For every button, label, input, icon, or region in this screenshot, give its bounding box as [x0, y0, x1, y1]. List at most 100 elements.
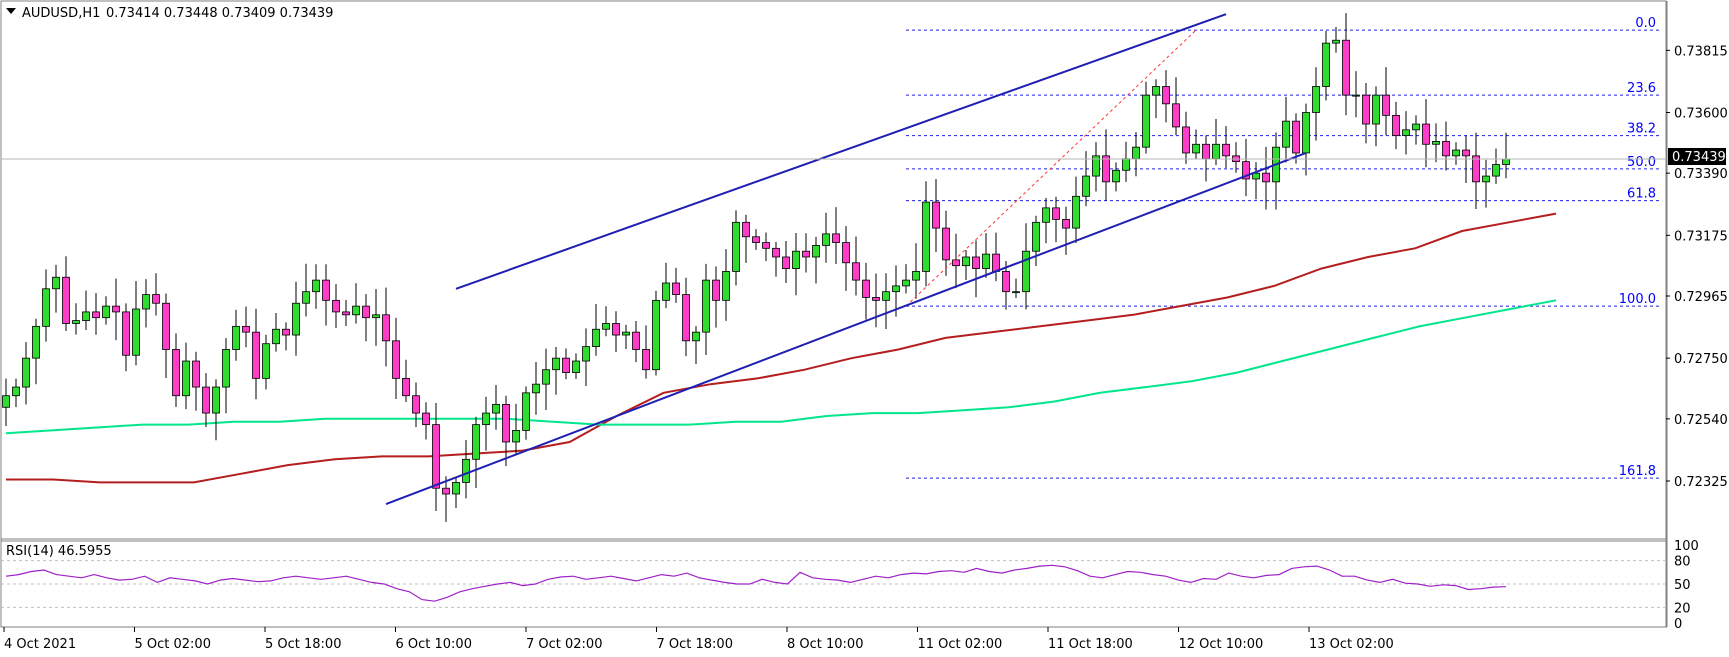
fib-level-label: 0.0: [1635, 16, 1656, 31]
candle: [492, 385, 500, 430]
candle: [102, 296, 110, 325]
time-tick-label: 7 Oct 18:00: [657, 637, 733, 652]
candle: [572, 353, 580, 379]
candle: [1112, 162, 1120, 192]
candle: [732, 210, 740, 286]
rsi-label: RSI(14) 46.5955: [6, 544, 112, 559]
candle: [242, 306, 250, 348]
candle: [1362, 82, 1370, 144]
candle: [1262, 146, 1270, 210]
candle: [1172, 77, 1180, 136]
fib-trend-line: [905, 29, 1197, 307]
candle: [652, 290, 660, 376]
candle: [1222, 126, 1230, 169]
candle: [1342, 13, 1350, 116]
candle: [1212, 118, 1220, 166]
time-tick-label: 5 Oct 02:00: [135, 637, 211, 652]
candle: [1482, 159, 1490, 208]
candle: [992, 232, 1000, 282]
candle: [1042, 197, 1050, 244]
rsi-pane-frame: [0, 538, 1667, 628]
candle: [462, 439, 470, 499]
candle: [762, 232, 770, 262]
candle: [542, 348, 550, 411]
candle: [422, 402, 430, 440]
candle: [1052, 196, 1060, 243]
candle: [522, 386, 530, 440]
candle: [172, 333, 180, 407]
candle: [12, 378, 20, 408]
candle: [442, 476, 450, 522]
candle: [952, 233, 960, 289]
candle: [1142, 81, 1150, 154]
candle: [82, 290, 90, 331]
time-tick-label: 11 Oct 02:00: [918, 637, 1003, 652]
fib-level-label: 38.2: [1627, 122, 1656, 137]
candle: [672, 267, 680, 303]
candle: [1472, 132, 1480, 210]
candle: [292, 281, 300, 356]
candle: [752, 229, 760, 250]
candle: [2, 378, 10, 427]
ohlc-label: 0.73414 0.73448 0.73409 0.73439: [106, 6, 333, 21]
candle: [1232, 142, 1240, 173]
candle: [132, 281, 140, 366]
candle: [262, 334, 270, 390]
candle: [592, 303, 600, 356]
candle: [742, 214, 750, 263]
candle: [1092, 142, 1100, 192]
candle: [782, 241, 790, 284]
candle: [72, 303, 80, 335]
candle: [1002, 261, 1010, 310]
candle: [212, 379, 220, 441]
candle: [1182, 111, 1190, 164]
candle: [192, 351, 200, 411]
rsi-line: [5, 564, 1507, 602]
candle: [532, 362, 540, 415]
candle: [1102, 129, 1110, 201]
candle: [222, 338, 230, 414]
candle: [842, 226, 850, 291]
candle: [912, 243, 920, 299]
candle: [872, 273, 880, 328]
candle: [1312, 67, 1320, 141]
rsi-tick-label: 50: [1674, 578, 1691, 593]
candle: [902, 264, 910, 294]
candle: [272, 313, 280, 352]
candle: [122, 303, 130, 372]
candle: [1022, 223, 1030, 310]
time-tick-label: 4 Oct 2021: [4, 637, 76, 652]
candle: [452, 476, 460, 509]
candle: [1082, 151, 1090, 207]
candle: [1012, 278, 1020, 298]
candle: [1332, 27, 1340, 53]
symbol-label: AUDUSD,H1: [22, 6, 100, 21]
candle: [1292, 113, 1300, 164]
candle: [1062, 206, 1070, 255]
candle: [162, 293, 170, 379]
candle: [202, 373, 210, 427]
candle: [692, 326, 700, 365]
fib-level-label: 100.0: [1619, 292, 1656, 307]
candle: [962, 250, 970, 280]
candle: [1202, 135, 1210, 182]
candle: [1372, 86, 1380, 147]
price-tick-label: 0.72325: [1674, 475, 1728, 490]
price-tick-label: 0.73175: [1674, 229, 1728, 244]
candle: [1352, 71, 1360, 118]
candle: [1452, 142, 1460, 165]
candle: [802, 233, 810, 273]
candle: [892, 265, 900, 317]
fib-level-label: 61.8: [1627, 187, 1656, 202]
candle: [772, 241, 780, 277]
candle: [502, 395, 510, 467]
candle: [1252, 162, 1260, 200]
candle: [512, 403, 520, 454]
candle: [42, 269, 50, 342]
candle: [22, 342, 30, 405]
candle: [1442, 121, 1450, 171]
collapse-triangle-icon[interactable]: [6, 8, 16, 14]
fib-level-label: 50.0: [1627, 155, 1656, 170]
